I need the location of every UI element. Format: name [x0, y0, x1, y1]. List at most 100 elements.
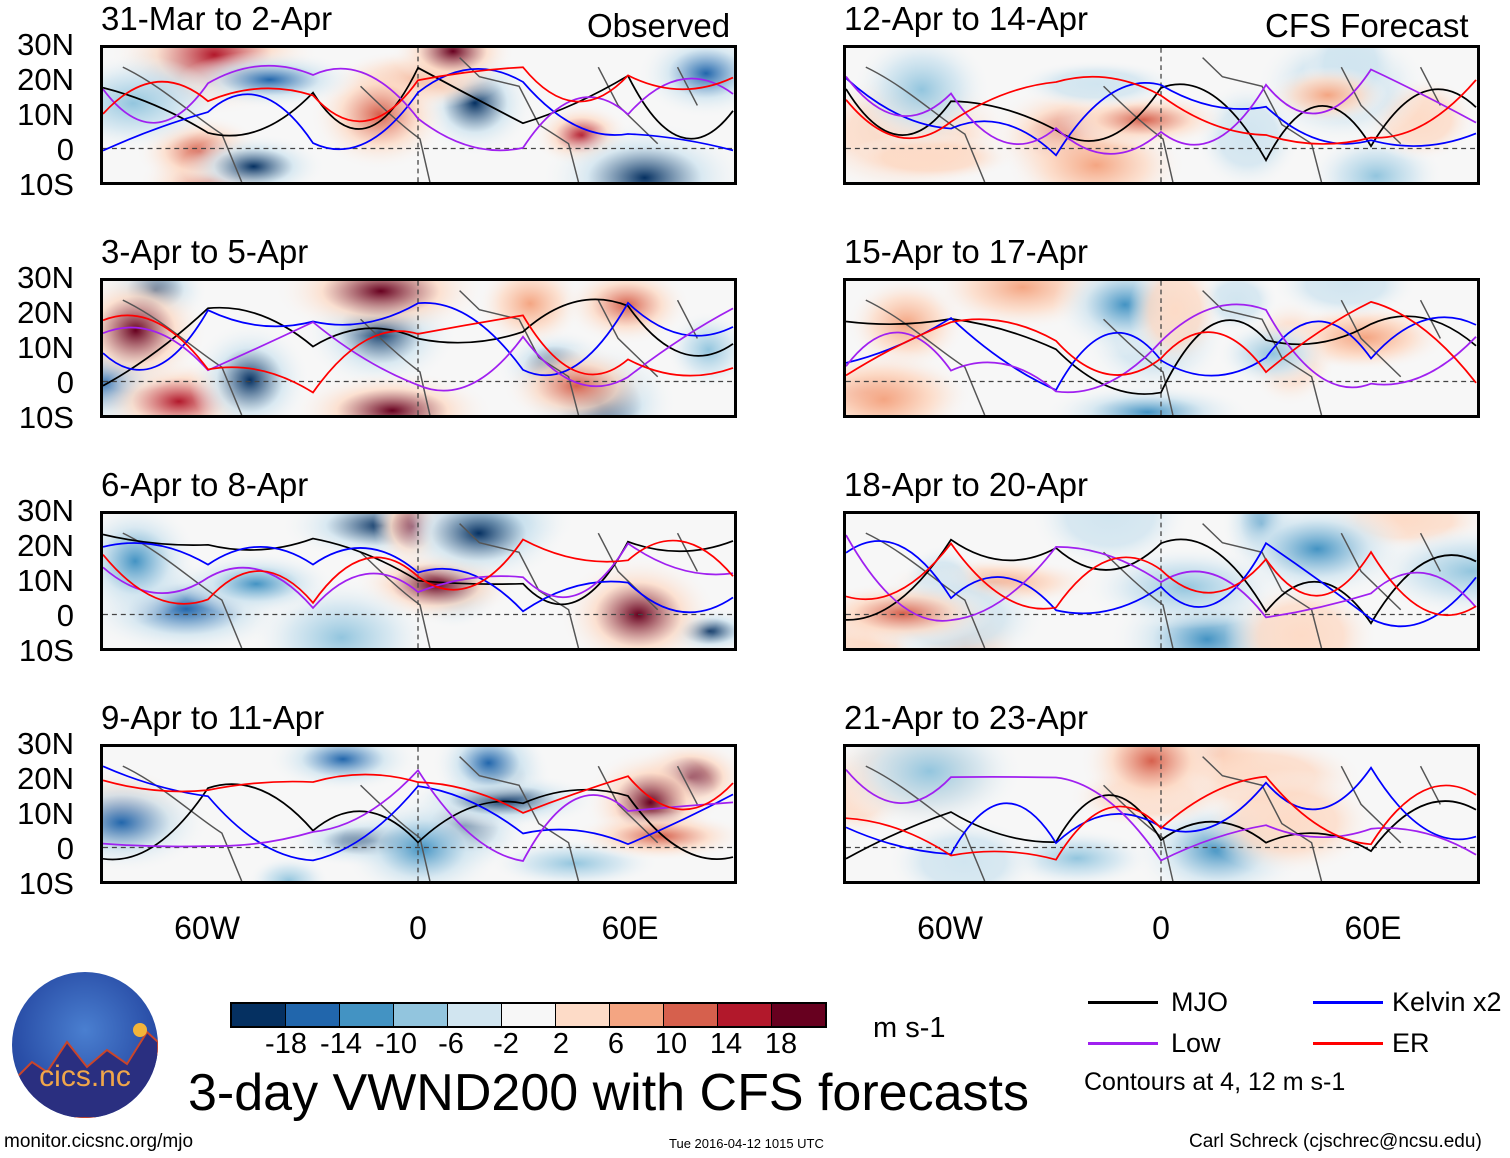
lat-label: 30N [17, 493, 74, 528]
anomaly-blob [1273, 281, 1418, 320]
lon-label: 60W [174, 910, 240, 946]
legend-er-line [1313, 1042, 1383, 1045]
anomaly-blob [273, 281, 488, 337]
anomaly-blob [291, 370, 494, 415]
figure-title: 3-day VWND200 with CFS forecasts [188, 1064, 1029, 1122]
coastlines [122, 756, 699, 881]
colorbar-label: -6 [438, 1028, 464, 1060]
lon-label: 0 [409, 910, 427, 946]
anomaly-blob [1044, 383, 1251, 415]
legend-low-line [1088, 1042, 1158, 1045]
er-contour [103, 314, 734, 394]
colorbar-label: 6 [607, 1028, 625, 1060]
anomaly-blob [431, 747, 546, 806]
map-panel [100, 511, 737, 651]
colorbar-swatch [448, 1004, 502, 1026]
colorbar-swatch [610, 1004, 664, 1026]
lat-label: 20N [17, 528, 74, 563]
mjo-contour [846, 538, 1477, 625]
lon-label: 60E [1344, 910, 1402, 946]
panel-title: 18-Apr to 20-Apr [844, 466, 1088, 503]
anomaly-blob [1267, 66, 1388, 124]
kelvin-contour [103, 542, 734, 614]
map-panel [843, 278, 1480, 418]
lat-label: 10N [17, 796, 74, 831]
anomaly-blob [563, 281, 691, 345]
colorbar-label: 14 [709, 1028, 743, 1060]
colorbar-swatch [556, 1004, 610, 1026]
colorbar-units: m s-1 [873, 1012, 946, 1044]
anomaly-blob [666, 311, 734, 389]
anomaly-blob [181, 133, 326, 182]
low-contour [103, 64, 734, 152]
anomaly-blob [540, 120, 734, 182]
lat-label: 10S [18, 866, 74, 901]
map-panel [843, 45, 1480, 185]
anomaly-blob [571, 811, 734, 861]
colorbar-label: -2 [493, 1028, 519, 1060]
anomaly-blob [1128, 281, 1222, 369]
lat-label: 0 [56, 831, 74, 866]
lat-label: 10N [17, 97, 74, 132]
anomaly-blob [1030, 514, 1191, 571]
anomaly-blob [178, 50, 361, 109]
panel-title: 12-Apr to 14-Apr [844, 0, 1088, 37]
panel-title: 6-Apr to 8-Apr [101, 466, 309, 503]
er-contour [846, 542, 1477, 616]
low-contour [846, 769, 1477, 862]
observed-label: Observed [587, 7, 731, 44]
map-panel [100, 45, 737, 185]
low-contour [846, 534, 1477, 622]
legend-er-label: ER [1392, 1028, 1430, 1058]
lat-label: 30N [17, 27, 74, 62]
er-contour [846, 775, 1477, 861]
mjo-contour [103, 783, 734, 861]
mjo-contour [846, 83, 1477, 163]
colorbar-swatch [772, 1004, 825, 1026]
lat-label: 10N [17, 563, 74, 598]
anomaly-blob [559, 555, 718, 648]
colorbar-swatch [232, 1004, 286, 1026]
low-contour [103, 768, 734, 862]
lat-label: 10S [18, 400, 74, 435]
anomaly-blob [267, 747, 419, 793]
coastlines [865, 290, 1442, 415]
map-panel [843, 744, 1480, 884]
footer-url[interactable]: monitor.cicsnc.org/mjo [4, 1131, 194, 1152]
mjo-contour [103, 533, 734, 606]
colorbar-swatch [664, 1004, 718, 1026]
lat-label: 30N [17, 726, 74, 761]
anomaly-blob [248, 855, 330, 881]
low-contour [103, 542, 734, 610]
lat-label: 10N [17, 330, 74, 365]
coastlines [865, 523, 1442, 648]
low-contour [846, 68, 1477, 155]
coastlines [122, 290, 699, 415]
panel-title: 21-Apr to 23-Apr [844, 699, 1088, 736]
legend-low-label: Low [1171, 1028, 1221, 1058]
kelvin-contour [846, 77, 1477, 157]
colorbar-swatch [718, 1004, 772, 1026]
legend-kelvin-label: Kelvin x2 [1392, 987, 1502, 1017]
logo-text: cics.nc [39, 1060, 131, 1093]
colorbar-swatch [502, 1004, 556, 1026]
er-contour [103, 66, 734, 123]
anomaly-blob [502, 344, 652, 415]
contours-note: Contours at 4, 12 m s-1 [1084, 1068, 1346, 1096]
anomaly-blob [103, 281, 208, 393]
lon-label: 60W [917, 910, 983, 946]
panel-title: 15-Apr to 17-Apr [844, 233, 1088, 270]
map-panel [100, 278, 737, 418]
colorbar [230, 1002, 827, 1028]
lat-label: 20N [17, 295, 74, 330]
colorbar-label: -18 [265, 1028, 307, 1060]
anomaly-blob [476, 281, 584, 348]
anomaly-blob [1016, 60, 1178, 109]
panel-title: 31-Mar to 2-Apr [101, 0, 333, 37]
lat-label: 0 [56, 365, 74, 400]
colorbar-swatch [340, 1004, 394, 1026]
legend-mjo-line [1088, 1001, 1158, 1004]
kelvin-contour [846, 316, 1477, 392]
legend-mjo-label: MJO [1171, 987, 1228, 1017]
panel-title: 3-Apr to 5-Apr [101, 233, 309, 270]
